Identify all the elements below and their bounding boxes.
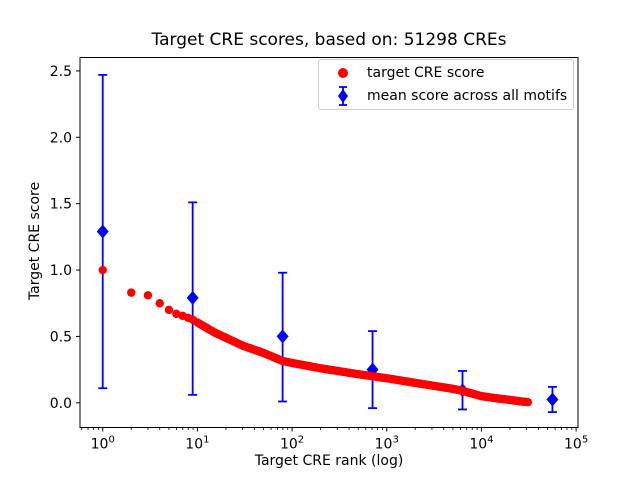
chart-title: Target CRE scores, based on: 51298 CREs [151,30,507,50]
y-tick-label: 0.0 [50,396,72,412]
blue-diamond-errorbar-icon [319,85,367,107]
x-tick-label: 105 [564,435,588,453]
mean-diamond-marker [276,329,289,344]
y-axis-label: Target CRE score [27,181,43,301]
y-tick-label: 2.0 [50,130,72,146]
x-tick-label: 102 [280,435,304,453]
legend-item-mean-score: mean score across all motifs [319,85,573,107]
legend-label: target CRE score [367,64,485,81]
legend-label: mean score across all motifs [367,88,568,105]
x-tick-label: 100 [91,435,115,453]
target-score-dot [98,265,107,275]
x-axis-label: Target CRE rank (log) [254,453,404,469]
target-score-dot [523,397,533,407]
x-tick-label: 104 [469,435,493,453]
mean-diamond-marker [186,290,199,305]
red-circle-icon [319,63,367,83]
y-tick-label: 2.5 [50,64,72,80]
target-score-dot [127,288,136,297]
y-tick-label: 1.0 [50,263,72,279]
mean-diamond-marker [546,392,559,407]
y-tick-label: 0.5 [50,329,72,345]
target-score-dot [155,299,164,308]
x-tick-label: 103 [375,435,399,453]
target-score-dot [143,291,153,300]
x-tick-label: 101 [185,435,209,453]
plot-frame [79,57,579,428]
mean-diamond-marker [96,224,109,239]
legend: target CRE score mean score across all m… [318,59,574,110]
target-score-dot [172,309,181,319]
target-score-dot [164,305,174,315]
y-tick-label: 1.5 [50,197,72,213]
legend-item-target-cre-score: target CRE score [319,62,573,84]
